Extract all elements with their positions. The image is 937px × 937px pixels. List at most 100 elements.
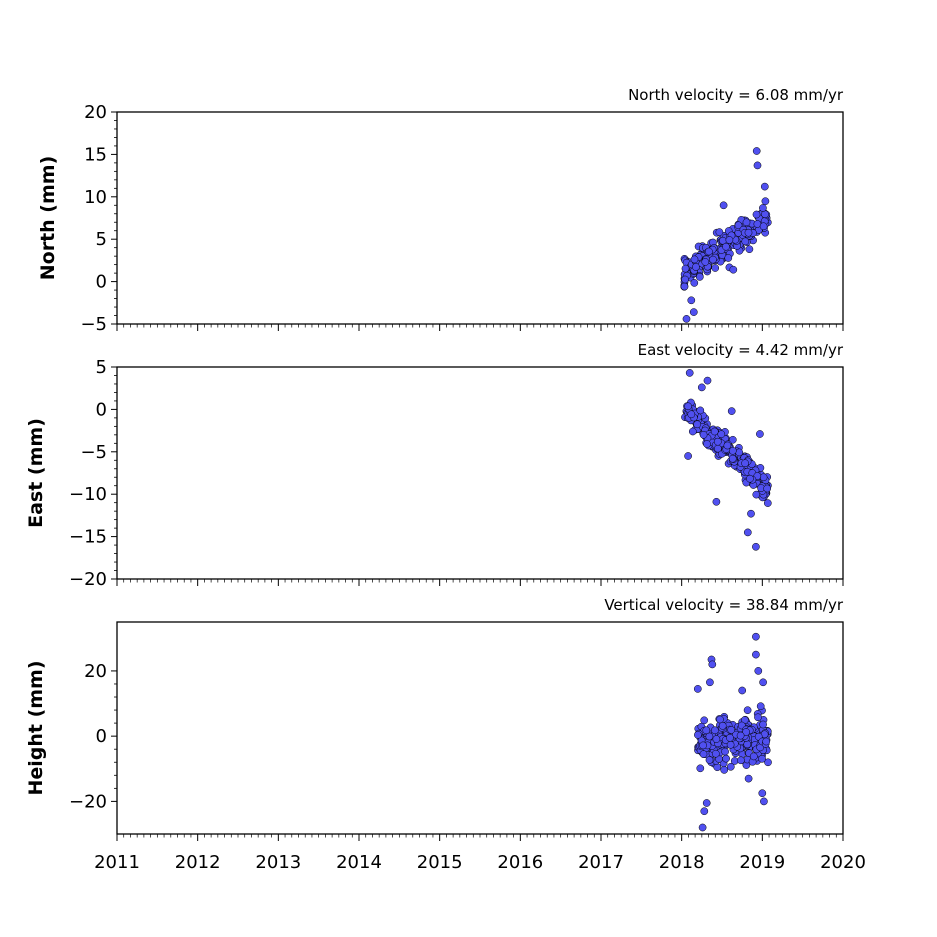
east-data-point: [723, 441, 732, 450]
height-data-point: [727, 726, 736, 734]
north-data-point: [689, 308, 698, 316]
north-y-tick-label: 0: [96, 272, 107, 293]
height-data-point: [743, 706, 752, 715]
east-data-point: [710, 427, 719, 436]
height-data-point: [743, 740, 752, 749]
east-data-point: [713, 437, 722, 446]
north-panel: North velocity = 6.08 mm/yr North (mm) −…: [37, 86, 844, 335]
east-data-point: [703, 440, 711, 448]
height-data-point: [705, 732, 714, 741]
east-data-point: [699, 430, 708, 439]
north-velocity-title: North velocity = 6.08 mm/yr: [628, 86, 844, 104]
east-data-point: [727, 407, 736, 415]
east-y-tick-label: −15: [69, 527, 107, 548]
height-y-tick-label: −20: [69, 791, 107, 812]
north-data-point: [729, 265, 738, 274]
height-data-point: [736, 731, 745, 740]
height-y-tick-label: 0: [96, 726, 107, 747]
height-plot-frame: [116, 621, 844, 835]
east-y-axis-label: East (mm): [25, 418, 47, 528]
north-data-point: [681, 264, 690, 273]
north-data-point: [715, 228, 724, 236]
east-data-point: [728, 435, 737, 444]
height-data-point: [708, 660, 717, 669]
height-data-point: [700, 807, 709, 816]
height-panel: Vertical velocity = 38.84 mm/yr Height (…: [25, 596, 866, 873]
north-data-point: [711, 264, 720, 272]
height-x-tick-label: 2015: [417, 852, 463, 873]
height-data-point: [760, 797, 768, 806]
east-data-point: [688, 427, 697, 436]
east-data-point: [717, 430, 726, 439]
north-data-point: [690, 255, 699, 264]
north-data-point: [719, 201, 728, 210]
height-data-point: [711, 726, 719, 735]
north-data-point: [744, 228, 753, 237]
height-data-point: [711, 749, 720, 758]
east-data-point: [756, 430, 764, 438]
north-points: [680, 147, 772, 323]
east-data-point: [728, 446, 737, 455]
east-data-point: [752, 542, 760, 551]
north-data-point: [741, 237, 750, 246]
height-data-point: [718, 721, 727, 730]
north-data-point: [695, 273, 704, 281]
east-data-point: [703, 376, 712, 385]
east-data-point: [743, 528, 752, 537]
north-data-point: [742, 218, 751, 227]
height-data-point: [712, 735, 721, 743]
height-data-point: [720, 766, 729, 774]
height-data-point: [726, 740, 735, 749]
north-data-point: [681, 275, 689, 284]
east-panel: East velocity = 4.42 mm/yr East (mm) −20…: [25, 341, 844, 590]
east-plot-frame: [116, 366, 844, 580]
height-data-point: [754, 713, 762, 722]
height-data-point: [744, 774, 753, 783]
east-data-point: [712, 497, 721, 506]
north-data-point: [692, 263, 700, 271]
east-data-point: [714, 444, 722, 453]
east-data-point: [746, 474, 754, 483]
north-y-tick-label: 10: [84, 187, 107, 208]
height-data-point: [702, 799, 711, 807]
height-data-point: [759, 720, 767, 729]
east-data-point: [684, 452, 692, 460]
north-data-point: [745, 245, 754, 254]
vertical-velocity-title: Vertical velocity = 38.84 mm/yr: [604, 596, 844, 614]
north-data-point: [752, 147, 761, 155]
north-data-point: [759, 222, 768, 231]
height-data-point: [762, 737, 771, 746]
east-points: [681, 369, 772, 551]
north-y-tick-label: 15: [84, 144, 107, 165]
north-y-axis-label: North (mm): [37, 156, 59, 281]
height-data-point: [737, 756, 745, 765]
height-data-point: [752, 632, 760, 641]
height-data-point: [764, 758, 772, 767]
height-data-point: [694, 731, 702, 739]
height-data-point: [752, 650, 760, 659]
east-data-point: [693, 420, 702, 429]
east-data-point: [684, 402, 692, 411]
east-y-tick-label: 0: [96, 399, 107, 420]
height-data-point: [721, 747, 729, 756]
east-ticks: −20 −15 −10 −5 0 5: [69, 357, 844, 590]
north-plot-frame: [116, 111, 844, 325]
height-x-tick-label: 2018: [659, 852, 705, 873]
height-x-tick-label: 2011: [94, 852, 140, 873]
height-data-point: [700, 716, 709, 725]
height-data-point: [742, 728, 750, 736]
north-data-point: [701, 258, 710, 266]
height-x-tick-label: 2017: [578, 852, 624, 873]
east-data-point: [759, 473, 768, 482]
north-data-point: [705, 247, 713, 256]
north-data-point: [760, 182, 769, 191]
height-data-point: [758, 754, 766, 763]
height-data-point: [726, 762, 735, 771]
east-data-point: [728, 454, 737, 463]
height-data-point: [759, 678, 767, 687]
height-data-point: [749, 752, 758, 761]
north-data-point: [682, 315, 691, 323]
height-data-point: [706, 678, 714, 687]
north-y-tick-label: −5: [80, 314, 107, 335]
east-y-tick-label: −20: [69, 569, 107, 590]
